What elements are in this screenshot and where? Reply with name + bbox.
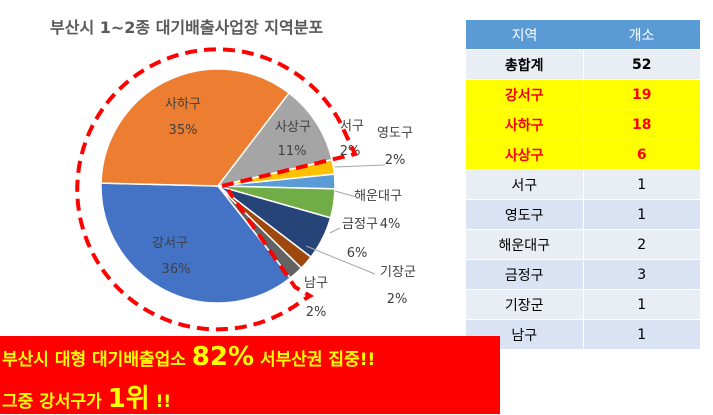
- table-row: 사하구 18: [466, 109, 700, 140]
- table-row: 서구 1: [466, 169, 700, 200]
- count-cell: 18: [583, 109, 700, 140]
- slice-percent: 6%: [347, 246, 368, 261]
- table-row: 금정구 3: [466, 259, 700, 290]
- slice-percent: 4%: [380, 217, 401, 232]
- region-cell: 총합계: [466, 49, 584, 80]
- count-cell: 6: [583, 139, 700, 170]
- count-cell: 52: [583, 49, 700, 80]
- pie-slice-7: [100, 68, 291, 187]
- slice-label: 금정구: [342, 217, 378, 232]
- count-cell: 19: [583, 79, 700, 110]
- table-row: 남구 1: [466, 319, 700, 350]
- region-cell: 사상구: [466, 139, 584, 170]
- slice-label: 강서구: [152, 236, 188, 251]
- slice-percent: 2%: [385, 153, 406, 168]
- summary-banner: 부산시 대형 대기배출업소 82% 서부산권 집중!! 그중 강서구가 1위 !…: [0, 336, 500, 414]
- count-cell: 1: [583, 319, 700, 350]
- header-count: 개소: [583, 20, 700, 50]
- region-cell: 해운대구: [466, 229, 584, 260]
- table-row: 총합계 52: [466, 49, 700, 80]
- slice-percent: 36%: [162, 262, 191, 277]
- count-cell: 1: [583, 289, 700, 320]
- banner-text: 부산시 대형 대기배출업소: [2, 350, 192, 370]
- slice-label: 사상구: [275, 120, 311, 135]
- banner-text: 그중 강서구가: [2, 392, 108, 412]
- region-cell: 기장군: [466, 289, 584, 320]
- count-cell: 3: [583, 259, 700, 290]
- region-cell: 강서구: [466, 79, 584, 110]
- slice-percent: 2%: [387, 292, 408, 307]
- table-row: 영도구 1: [466, 199, 700, 230]
- region-cell: 사하구: [466, 109, 584, 140]
- header-region: 지역: [466, 20, 583, 50]
- region-cell: 영도구: [466, 199, 584, 230]
- table-row: 사상구 6: [466, 139, 700, 170]
- slice-label: 기장군: [380, 265, 416, 280]
- banner-text: 서부산권 집중!!: [254, 350, 376, 370]
- banner-highlight: 1위: [107, 384, 150, 414]
- region-cell: 남구: [466, 319, 584, 350]
- table-row: 해운대구 2: [466, 229, 700, 260]
- banner-highlight: 82%: [191, 342, 255, 372]
- pie-slice-8: [216, 92, 333, 188]
- region-cell: 금정구: [466, 259, 584, 290]
- count-cell: 1: [583, 169, 700, 200]
- slice-percent: 2%: [306, 305, 327, 320]
- slice-label: 해운대구: [354, 189, 402, 204]
- slice-percent: 35%: [169, 123, 198, 138]
- slice-label: 사하구: [165, 97, 201, 112]
- leader-line: [305, 245, 376, 275]
- table-row: 기장군 1: [466, 289, 700, 320]
- count-cell: 1: [583, 199, 700, 230]
- leader-line: [334, 190, 361, 199]
- table-row: 강서구 19: [466, 79, 700, 110]
- chart-title: 부산시 1~2종 대기배출사업장 지역분포: [50, 18, 324, 37]
- region-cell: 서구: [466, 169, 584, 200]
- highlight-outline: [75, 47, 358, 332]
- slice-label: 영도구: [377, 126, 413, 141]
- region-table: 지역 개소 총합계 52 강서구 19 사하구 18 사상구 6 서구 1 영도구 1 해운대구 2 금정구 3…: [466, 20, 700, 350]
- banner-text: !!: [149, 392, 172, 412]
- slice-label: 남구: [304, 276, 328, 291]
- leader-line: [334, 164, 386, 168]
- pie-slice-6: [100, 182, 292, 304]
- slice-percent: 11%: [278, 144, 307, 159]
- count-cell: 2: [583, 229, 700, 260]
- leader-line: [329, 227, 341, 234]
